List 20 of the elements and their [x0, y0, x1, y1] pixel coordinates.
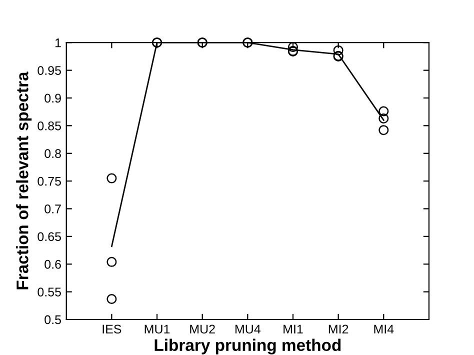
y-axis-title: Fraction of relevant spectra — [16, 72, 32, 290]
x-tick-label: MI4 — [374, 324, 394, 334]
y-tick-label: 0.55 — [38, 288, 61, 296]
x-tick-label: IES — [102, 324, 122, 334]
y-tick-label: 0.8 — [44, 149, 61, 158]
x-tick-label: MI2 — [328, 324, 348, 334]
y-tick-label: 0.7 — [44, 204, 61, 214]
y-tick-label: 1 — [56, 38, 61, 48]
x-tick-label: MU2 — [190, 324, 215, 334]
x-tick-label: MI1 — [284, 324, 303, 334]
y-tick-label: 0.9 — [44, 94, 61, 103]
x-tick-label: MU1 — [144, 324, 170, 334]
x-axis-title: Library pruning method — [154, 338, 341, 354]
y-tick-label: 0.75 — [38, 176, 61, 186]
x-tick-label: MU4 — [235, 324, 260, 334]
y-tick-label: 0.65 — [38, 232, 61, 242]
y-tick-label: 0.85 — [38, 121, 61, 130]
y-tick-label: 0.6 — [44, 260, 61, 269]
y-tick-label: 0.95 — [38, 66, 61, 75]
y-tick-label: 0.5 — [44, 315, 61, 324]
